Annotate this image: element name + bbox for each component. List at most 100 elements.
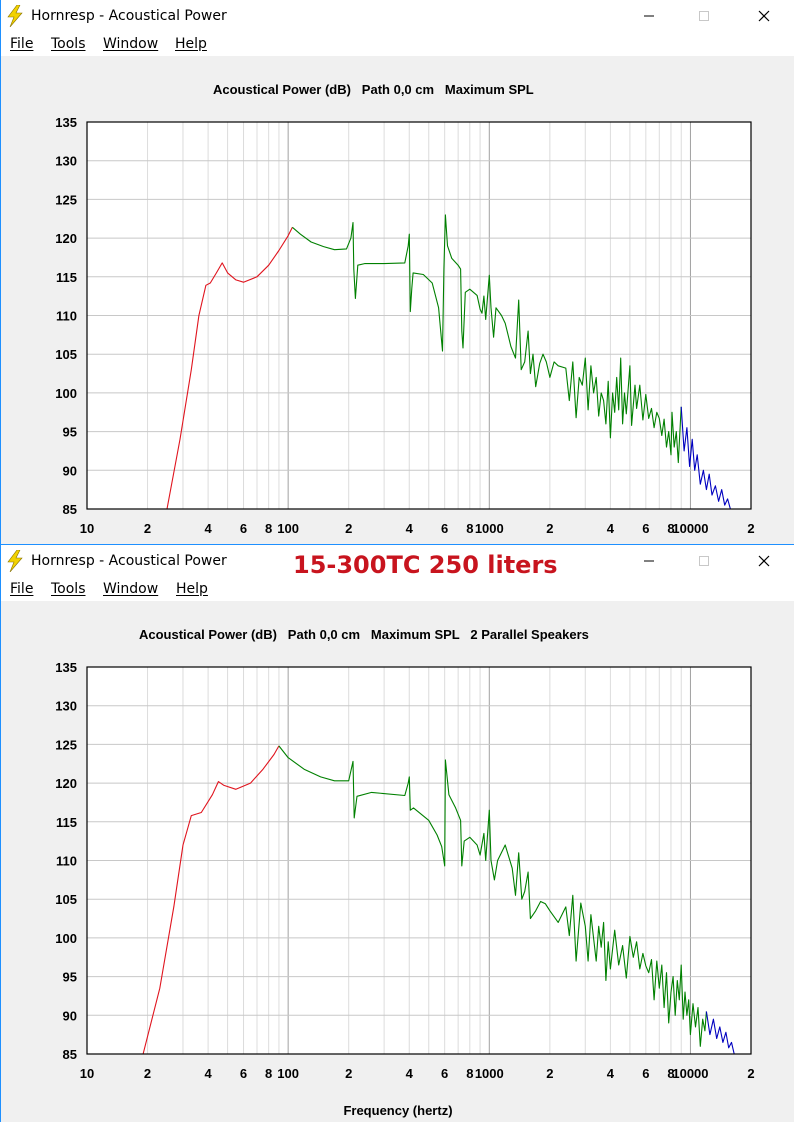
acoustical-power-chart: 85 90 95 100 105 110 115 120 125 130 135 10 2 4 6 8 100 2… xyxy=(55,115,754,536)
x-tick-label: 2 xyxy=(345,521,352,536)
x-tick-label: 1000 xyxy=(475,1066,504,1081)
menu-bar: File Tools Window Help xyxy=(1,32,794,56)
x-tick-label: 100 xyxy=(277,521,299,536)
x-tick-label: 6 xyxy=(441,1066,448,1081)
plot-frame xyxy=(86,666,752,1055)
y-tick-label: 100 xyxy=(55,931,77,946)
series-line-2 xyxy=(680,406,731,510)
x-tick-label: 6 xyxy=(642,1066,649,1081)
x-tick-label: 8 xyxy=(265,1066,272,1081)
x-tick-label: 8 xyxy=(667,521,674,536)
series-line-2 xyxy=(705,1011,735,1055)
y-tick-label: 105 xyxy=(55,892,77,907)
minimize-icon xyxy=(644,560,654,562)
y-tick-label: 135 xyxy=(55,115,77,130)
speaker-annotation: 15-300TC 250 liters xyxy=(293,551,558,579)
y-tick-label: 110 xyxy=(56,854,77,869)
y-tick-label: 125 xyxy=(55,192,77,207)
minimize-button[interactable] xyxy=(626,0,672,32)
menu-help[interactable]: Help xyxy=(176,581,208,597)
x-tick-label: 8 xyxy=(667,1066,674,1081)
x-tick-label: 6 xyxy=(240,1066,247,1081)
acoustical-power-chart: 85 90 95 100 105 110 115 120 125 130 135 10 2 4 6 8 100 2… xyxy=(55,660,754,1081)
x-tick-label: 4 xyxy=(607,1066,615,1081)
y-tick-label: 130 xyxy=(55,154,77,169)
x-tick-label: 4 xyxy=(204,1066,212,1081)
menu-help[interactable]: Help xyxy=(175,36,207,52)
x-tick-label: 4 xyxy=(406,521,414,536)
title-bar[interactable]: Hornresp - Acoustical Power xyxy=(1,0,794,32)
close-button[interactable] xyxy=(741,545,787,577)
x-tick-label: 6 xyxy=(240,521,247,536)
x-axis-label: Frequency (hertz) xyxy=(343,1103,453,1118)
title-bar[interactable]: Hornresp - Acoustical Power 15-300TC 250… xyxy=(1,545,794,579)
x-tick-label: 10 xyxy=(80,521,94,536)
x-tick-label: 2 xyxy=(144,1066,151,1081)
y-tick-label: 90 xyxy=(63,1008,77,1023)
x-tick-label: 2 xyxy=(747,1066,754,1081)
lightning-app-icon xyxy=(7,5,23,27)
x-tick-label: 8 xyxy=(265,521,272,536)
window-title: Hornresp - Acoustical Power xyxy=(31,8,227,24)
x-tick-label: 8 xyxy=(466,521,473,536)
menu-bar: File Tools Window Help xyxy=(1,577,794,601)
x-tick-label: 10000 xyxy=(672,521,708,536)
x-tick-label: 100 xyxy=(277,1066,299,1081)
series-line-0 xyxy=(166,227,293,510)
menu-file[interactable]: File xyxy=(10,581,34,597)
maximize-button[interactable] xyxy=(681,0,727,32)
maximize-icon xyxy=(699,11,709,21)
maximize-icon xyxy=(699,556,709,566)
close-icon xyxy=(758,10,770,22)
menu-tools[interactable]: Tools xyxy=(51,581,86,597)
window-title: Hornresp - Acoustical Power xyxy=(31,553,227,569)
x-tick-label: 4 xyxy=(204,521,212,536)
menu-window[interactable]: Window xyxy=(103,581,159,597)
close-button[interactable] xyxy=(741,0,787,32)
y-tick-label: 125 xyxy=(55,737,77,752)
minimize-icon xyxy=(644,15,654,17)
x-tick-label: 1000 xyxy=(475,521,504,536)
chart-panel: Acoustical Power (dB) Path 0,0 cm Maximu… xyxy=(1,601,794,1122)
series-line-1 xyxy=(292,214,682,464)
x-tick-label: 2 xyxy=(345,1066,352,1081)
y-tick-label: 85 xyxy=(63,1047,77,1062)
chart-title: Acoustical Power (dB) Path 0,0 cm Maximu… xyxy=(213,82,534,97)
y-tick-label: 120 xyxy=(55,776,77,791)
series-line-1 xyxy=(278,745,707,1047)
series-line-0 xyxy=(142,745,280,1055)
lightning-app-icon xyxy=(7,550,23,572)
minimize-button[interactable] xyxy=(626,545,672,577)
y-tick-label: 110 xyxy=(56,309,77,324)
y-tick-label: 115 xyxy=(56,270,77,285)
y-tick-label: 90 xyxy=(63,463,77,478)
y-tick-label: 120 xyxy=(55,231,77,246)
y-tick-label: 115 xyxy=(56,815,77,830)
x-tick-label: 2 xyxy=(546,1066,553,1081)
y-tick-label: 100 xyxy=(55,386,77,401)
x-tick-label: 10000 xyxy=(672,1066,708,1081)
menu-file[interactable]: File xyxy=(10,36,34,52)
x-tick-label: 8 xyxy=(466,1066,473,1081)
y-tick-label: 95 xyxy=(63,970,77,985)
gridlines xyxy=(86,121,752,510)
y-tick-label: 85 xyxy=(63,502,77,517)
y-tick-label: 130 xyxy=(55,699,77,714)
x-tick-label: 2 xyxy=(546,521,553,536)
x-tick-label: 2 xyxy=(144,521,151,536)
y-tick-label: 105 xyxy=(55,347,77,362)
chart-panel: Acoustical Power (dB) Path 0,0 cm Maximu… xyxy=(1,56,794,544)
y-tick-label: 135 xyxy=(55,660,77,675)
maximize-button[interactable] xyxy=(681,545,727,577)
menu-tools[interactable]: Tools xyxy=(51,36,86,52)
x-tick-label: 10 xyxy=(80,1066,94,1081)
menu-window[interactable]: Window xyxy=(103,36,159,52)
y-tick-label: 95 xyxy=(63,425,77,440)
x-tick-label: 6 xyxy=(441,521,448,536)
x-tick-label: 2 xyxy=(747,521,754,536)
x-tick-label: 4 xyxy=(406,1066,414,1081)
chart-title: Acoustical Power (dB) Path 0,0 cm Maximu… xyxy=(139,627,589,642)
close-icon xyxy=(758,555,770,567)
plot-frame xyxy=(86,121,752,510)
x-tick-label: 4 xyxy=(607,521,615,536)
